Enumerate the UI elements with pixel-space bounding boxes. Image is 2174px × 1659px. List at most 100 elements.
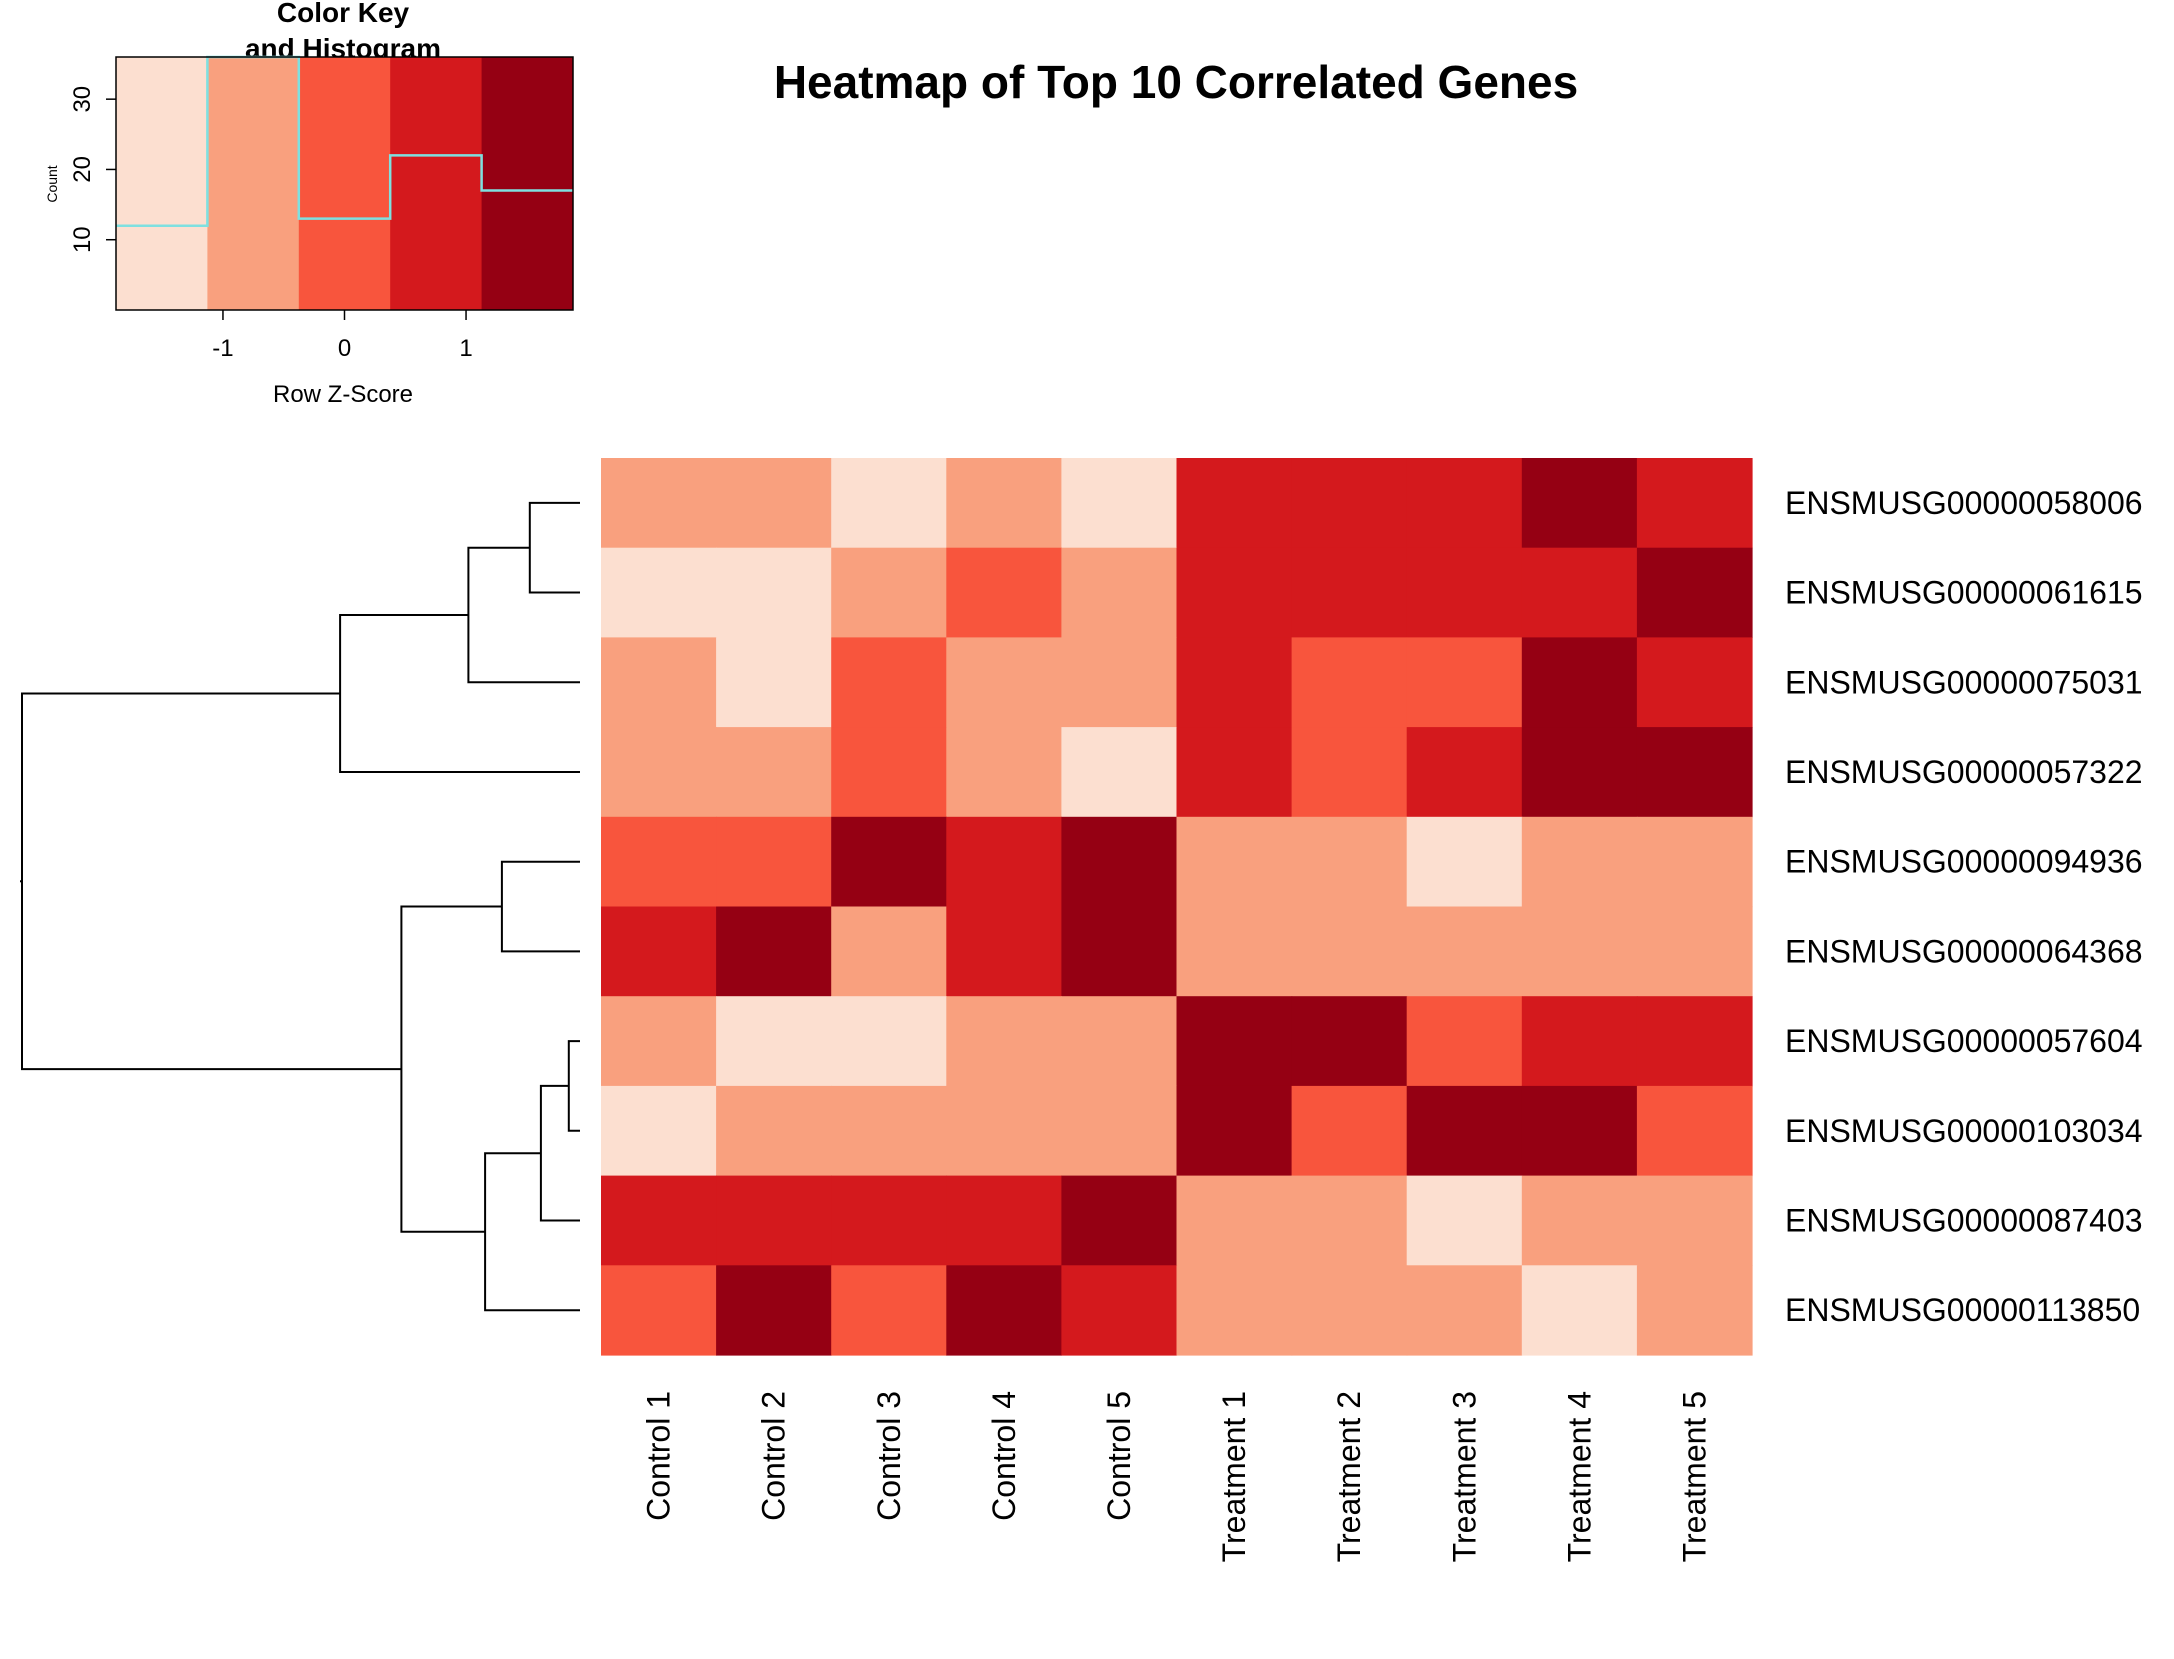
heatmap-cell	[831, 547, 947, 638]
heatmap-cell	[831, 996, 947, 1087]
heatmap-cell	[601, 906, 717, 997]
row-label: ENSMUSG00000075031	[1785, 664, 2143, 700]
heatmap-cell	[716, 637, 832, 728]
heatmap-cell	[1176, 727, 1293, 818]
y-tick-label: 20	[69, 156, 96, 183]
heatmap-cell	[601, 1085, 717, 1177]
heatmap-cell	[601, 727, 717, 818]
heatmap-cell	[1406, 547, 1523, 638]
heatmap-cell	[1636, 1265, 1753, 1356]
row-label: ENSMUSG00000064368	[1785, 933, 2143, 969]
heatmap-cell	[1406, 906, 1523, 997]
heatmap-cell	[831, 1175, 947, 1266]
heatmap-cell	[1291, 727, 1408, 818]
heatmap-cell	[831, 1265, 947, 1356]
heatmap-cell	[946, 637, 1062, 728]
heatmap-cell	[716, 996, 832, 1087]
column-label: Control 1	[641, 1391, 677, 1521]
heatmap-cell	[1406, 1085, 1523, 1177]
heatmap-cell	[1636, 547, 1753, 638]
column-labels: Control 1 Control 2 Control 3 Control 4 Cont…	[641, 1391, 1713, 1562]
dendrogram-branch	[500, 860, 580, 953]
heatmap-cell	[1291, 547, 1408, 638]
heatmap-cell	[1291, 996, 1408, 1087]
column-label: Treatment 3	[1446, 1391, 1482, 1562]
heatmap-cell	[1061, 1265, 1178, 1356]
x-tick-label: -1	[212, 335, 233, 362]
heatmap-cell	[1061, 1085, 1178, 1177]
histogram-line	[116, 55, 573, 227]
heatmap-cell	[1176, 996, 1293, 1087]
heatmap-cell	[716, 458, 832, 549]
color-key-band	[207, 57, 300, 310]
column-label: Control 2	[756, 1391, 792, 1521]
heatmap-cell	[946, 727, 1062, 818]
heatmap-cells	[601, 458, 1753, 1356]
row-label: ENSMUSG00000087403	[1785, 1203, 2143, 1239]
heatmap-cell	[1061, 996, 1178, 1087]
heatmap-cell	[1061, 816, 1178, 908]
column-label: Control 3	[871, 1391, 907, 1521]
x-tick-label: 1	[459, 335, 472, 362]
heatmap-cell	[601, 996, 717, 1087]
heatmap-cell	[1061, 1175, 1178, 1266]
heatmap-cell	[1636, 637, 1753, 728]
heatmap-cell	[716, 906, 832, 997]
heatmap-cell	[1636, 1175, 1753, 1266]
color-key-band	[481, 57, 574, 310]
heatmap-cell	[1406, 637, 1523, 728]
x-tick-label: 0	[338, 335, 351, 362]
heatmap-cell	[946, 1085, 1062, 1177]
heatmap-cell	[1521, 906, 1638, 997]
y-tick-label: 30	[69, 86, 96, 113]
color-key-band	[298, 57, 391, 310]
heatmap-cell	[1521, 996, 1638, 1087]
heatmap-cell	[601, 547, 717, 638]
row-dendrogram	[20, 501, 580, 1312]
color-key-ylabel: Count	[44, 165, 60, 202]
heatmap-cell	[946, 547, 1062, 638]
color-key-title-line-1: Color Key	[277, 0, 410, 28]
row-label: ENSMUSG00000061615	[1785, 575, 2143, 611]
heatmap-cell	[1636, 458, 1753, 549]
heatmap-cell	[601, 1175, 717, 1266]
heatmap-cell	[831, 1085, 947, 1177]
color-key-xlabel: Row Z-Score	[273, 381, 413, 408]
heatmap-cell	[1521, 1265, 1638, 1356]
heatmap-cell	[831, 727, 947, 818]
heatmap-cell	[1521, 1085, 1638, 1177]
heatmap-cell	[1636, 906, 1753, 997]
heatmap-cell	[946, 996, 1062, 1087]
heatmap-cell	[1406, 727, 1523, 818]
heatmap-cell	[601, 816, 717, 908]
column-label: Treatment 5	[1677, 1391, 1713, 1562]
heatmap-cell	[1291, 1265, 1408, 1356]
heatmap-cell	[1521, 547, 1638, 638]
heatmap-cell	[946, 906, 1062, 997]
heatmap-cell	[831, 637, 947, 728]
heatmap-cell	[1176, 1265, 1293, 1356]
row-label: ENSMUSG00000057604	[1785, 1023, 2143, 1059]
heatmap-cell	[1061, 906, 1178, 997]
heatmap-cell	[1636, 996, 1753, 1087]
heatmap-cell	[1521, 816, 1638, 908]
heatmap-cell	[1291, 637, 1408, 728]
column-label: Treatment 2	[1331, 1391, 1367, 1562]
dendrogram-branch	[539, 1084, 580, 1222]
dendrogram-branch	[339, 614, 580, 773]
heatmap-cell	[1406, 816, 1523, 908]
dendrogram-branch	[484, 1152, 580, 1312]
column-label: Control 4	[986, 1391, 1022, 1521]
heatmap-cell	[1291, 1085, 1408, 1177]
heatmap-cell	[1636, 1085, 1753, 1177]
heatmap-cell	[1061, 458, 1178, 549]
heatmap-cell	[1176, 547, 1293, 638]
dendrogram-branch	[567, 1040, 580, 1132]
heatmap-cell	[831, 458, 947, 549]
heatmap-cell	[1291, 1175, 1408, 1266]
row-label: ENSMUSG00000058006	[1785, 485, 2143, 521]
heatmap-cell	[716, 1175, 832, 1266]
heatmap-cell	[946, 1265, 1062, 1356]
heatmap-cell	[601, 1265, 717, 1356]
